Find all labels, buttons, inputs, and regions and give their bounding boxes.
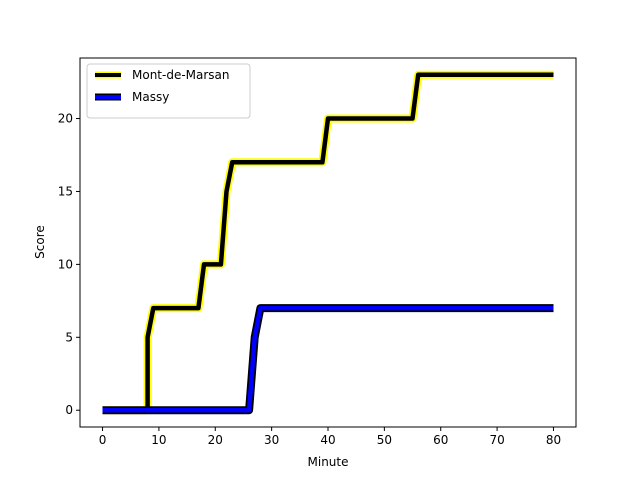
x-tick-label: 10	[151, 433, 166, 447]
y-axis-label: Score	[33, 225, 47, 259]
legend-box	[86, 63, 251, 119]
x-tick-label: 0	[99, 433, 107, 447]
x-axis-label: Minute	[308, 455, 349, 469]
y-tick-label: 5	[65, 330, 73, 344]
x-tick-label: 80	[546, 433, 561, 447]
x-tick-label: 60	[433, 433, 448, 447]
x-tick-label: 30	[264, 433, 279, 447]
x-tick-label: 40	[320, 433, 335, 447]
y-tick-label: 10	[58, 257, 73, 271]
series-line-1	[102, 305, 554, 413]
x-tick-label: 50	[377, 433, 392, 447]
y-tick-label: 20	[58, 112, 73, 126]
series-outline-1	[102, 304, 554, 415]
x-tick-label: 70	[489, 433, 504, 447]
x-tick-label: 20	[208, 433, 223, 447]
y-tick-label: 15	[58, 184, 73, 198]
legend-label: Massy	[132, 90, 169, 104]
y-tick-label: 0	[65, 403, 73, 417]
series-line-0	[102, 72, 554, 413]
legend-label: Mont-de-Marsan	[132, 68, 230, 82]
